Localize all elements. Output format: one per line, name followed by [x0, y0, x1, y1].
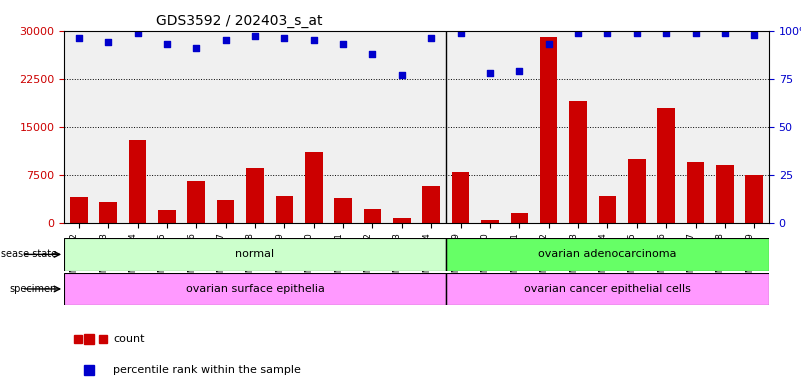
Bar [217, 200, 235, 223]
Text: percentile rank within the sample: percentile rank within the sample [114, 365, 301, 375]
Bar [598, 196, 616, 223]
Bar [393, 218, 411, 223]
Text: ovarian surface epithelia: ovarian surface epithelia [186, 284, 324, 294]
Bar [158, 210, 175, 223]
Point [484, 70, 497, 76]
Point [248, 33, 261, 40]
Point [102, 39, 115, 45]
Bar [334, 199, 352, 223]
Bar [481, 220, 499, 223]
Point [689, 30, 702, 36]
Bar [628, 159, 646, 223]
Text: ovarian cancer epithelial cells: ovarian cancer epithelial cells [524, 284, 690, 294]
Point [425, 35, 437, 41]
Point [366, 51, 379, 57]
Point [601, 30, 614, 36]
Point [72, 35, 85, 41]
Bar [686, 162, 704, 223]
Bar [452, 172, 469, 223]
Point [278, 35, 291, 41]
Text: GDS3592 / 202403_s_at: GDS3592 / 202403_s_at [155, 14, 322, 28]
Bar [716, 165, 734, 223]
Bar [70, 197, 87, 223]
Bar [276, 196, 293, 223]
Text: count: count [114, 334, 145, 344]
Point [748, 31, 761, 38]
Point [396, 72, 409, 78]
FancyBboxPatch shape [446, 238, 769, 271]
FancyBboxPatch shape [64, 273, 446, 305]
Bar [246, 168, 264, 223]
Point [131, 30, 144, 36]
Text: ovarian adenocarcinoma: ovarian adenocarcinoma [538, 249, 677, 260]
Bar [364, 209, 381, 223]
Point [718, 30, 731, 36]
Point [190, 45, 203, 51]
Point [160, 41, 173, 47]
Point [660, 30, 673, 36]
Point [572, 30, 585, 36]
Bar [746, 175, 763, 223]
Point [513, 68, 525, 74]
Point [542, 41, 555, 47]
Text: specimen: specimen [10, 284, 57, 294]
Bar [540, 37, 557, 223]
Bar [422, 185, 440, 223]
Bar [510, 213, 528, 223]
FancyBboxPatch shape [446, 273, 769, 305]
FancyBboxPatch shape [64, 238, 446, 271]
Bar [99, 202, 117, 223]
Bar [658, 108, 675, 223]
Text: disease state: disease state [0, 249, 57, 260]
Bar [129, 139, 147, 223]
Text: normal: normal [235, 249, 275, 260]
Bar [187, 181, 205, 223]
Point [308, 37, 320, 43]
Bar [570, 101, 587, 223]
Point [219, 37, 232, 43]
Point [454, 30, 467, 36]
Point [336, 41, 349, 47]
Bar [305, 152, 323, 223]
Point [630, 30, 643, 36]
